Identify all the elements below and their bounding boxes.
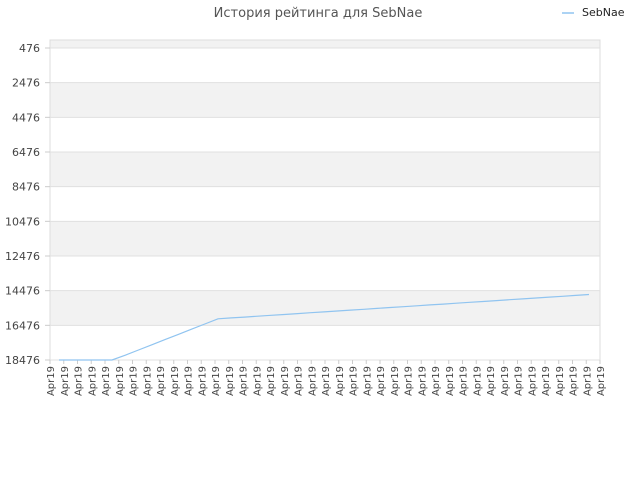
chart-title: История рейтинга для SebNae (214, 6, 423, 21)
x-tick-label: Apr19 (527, 366, 538, 396)
x-tick-label: Apr19 (362, 366, 373, 396)
y-tick-label: 18476 (5, 354, 40, 367)
x-tick-label: Apr19 (404, 366, 415, 396)
y-tick-label: 12476 (5, 250, 40, 263)
series-line-sebnae (59, 293, 590, 361)
plot-band (50, 325, 600, 360)
x-tick-label: Apr19 (101, 366, 112, 396)
x-tick-label: Apr19 (417, 366, 428, 396)
x-tick-label: Apr19 (46, 366, 57, 396)
x-tick-label: Apr19 (321, 366, 332, 396)
x-tick-label: Apr19 (582, 366, 593, 396)
plot-band (50, 82, 600, 118)
x-tick-label: Apr19 (596, 366, 607, 396)
x-tick-label: Apr19 (252, 366, 263, 396)
x-tick-label: Apr19 (115, 366, 126, 396)
y-tick-label: 8476 (12, 181, 40, 194)
x-tick-label: Apr19 (87, 366, 98, 396)
x-tick-label: Apr19 (184, 366, 195, 396)
x-tick-label: Apr19 (74, 366, 85, 396)
y-tick-label: 14476 (5, 285, 40, 298)
plot-band (50, 256, 600, 291)
x-tick-label: Apr19 (514, 366, 525, 396)
x-tick-label: Apr19 (170, 366, 181, 396)
legend-label: SebNae (582, 6, 625, 19)
y-tick-label: 2476 (12, 77, 40, 90)
x-tick-label: Apr19 (335, 366, 346, 396)
y-tick-label: 10476 (5, 215, 40, 228)
x-tick-label: Apr19 (294, 366, 305, 396)
plot-band (50, 40, 600, 48)
x-tick-label: Apr19 (349, 366, 360, 396)
x-tick-label: Apr19 (500, 366, 511, 396)
x-tick-label: Apr19 (280, 366, 291, 396)
x-tick-label: Apr19 (569, 366, 580, 396)
y-tick-label: 476 (19, 42, 40, 55)
plot-band (50, 117, 600, 152)
x-tick-label: Apr19 (555, 366, 566, 396)
x-tick-label: Apr19 (459, 366, 470, 396)
x-tick-label: Apr19 (142, 366, 153, 396)
plot-band (50, 221, 600, 256)
y-axis: 476 2476 4476 6476 8476 10476 12476 14476 16476 1… (5, 42, 600, 367)
plot-band (50, 48, 600, 83)
plot-band (50, 186, 600, 222)
plot-background-bands (50, 40, 600, 360)
plot-band (50, 290, 600, 326)
x-tick-label: Apr19 (390, 366, 401, 396)
y-tick-label: 4476 (12, 111, 40, 124)
legend: SebNae (562, 6, 625, 19)
x-tick-label: Apr19 (211, 366, 222, 396)
x-tick-label: Apr19 (266, 366, 277, 396)
x-tick-label: Apr19 (156, 366, 167, 396)
x-axis: Apr19 Apr19 Apr19 Apr19 Apr19 Apr19 Apr19 Apr19… (46, 360, 607, 396)
x-tick-label: Apr19 (129, 366, 140, 396)
x-tick-label: Apr19 (472, 366, 483, 396)
plot-band (50, 152, 600, 187)
x-tick-label: Apr19 (60, 366, 71, 396)
x-tick-label: Apr19 (307, 366, 318, 396)
x-tick-label: Apr19 (431, 366, 442, 396)
x-tick-label: Apr19 (376, 366, 387, 396)
x-tick-label: Apr19 (225, 366, 236, 396)
x-tick-label: Apr19 (541, 366, 552, 396)
x-tick-label: Apr19 (486, 366, 497, 396)
y-tick-label: 16476 (5, 319, 40, 332)
x-tick-label: Apr19 (445, 366, 456, 396)
y-tick-label: 6476 (12, 146, 40, 159)
x-tick-label: Apr19 (197, 366, 208, 396)
x-tick-label: Apr19 (239, 366, 250, 396)
